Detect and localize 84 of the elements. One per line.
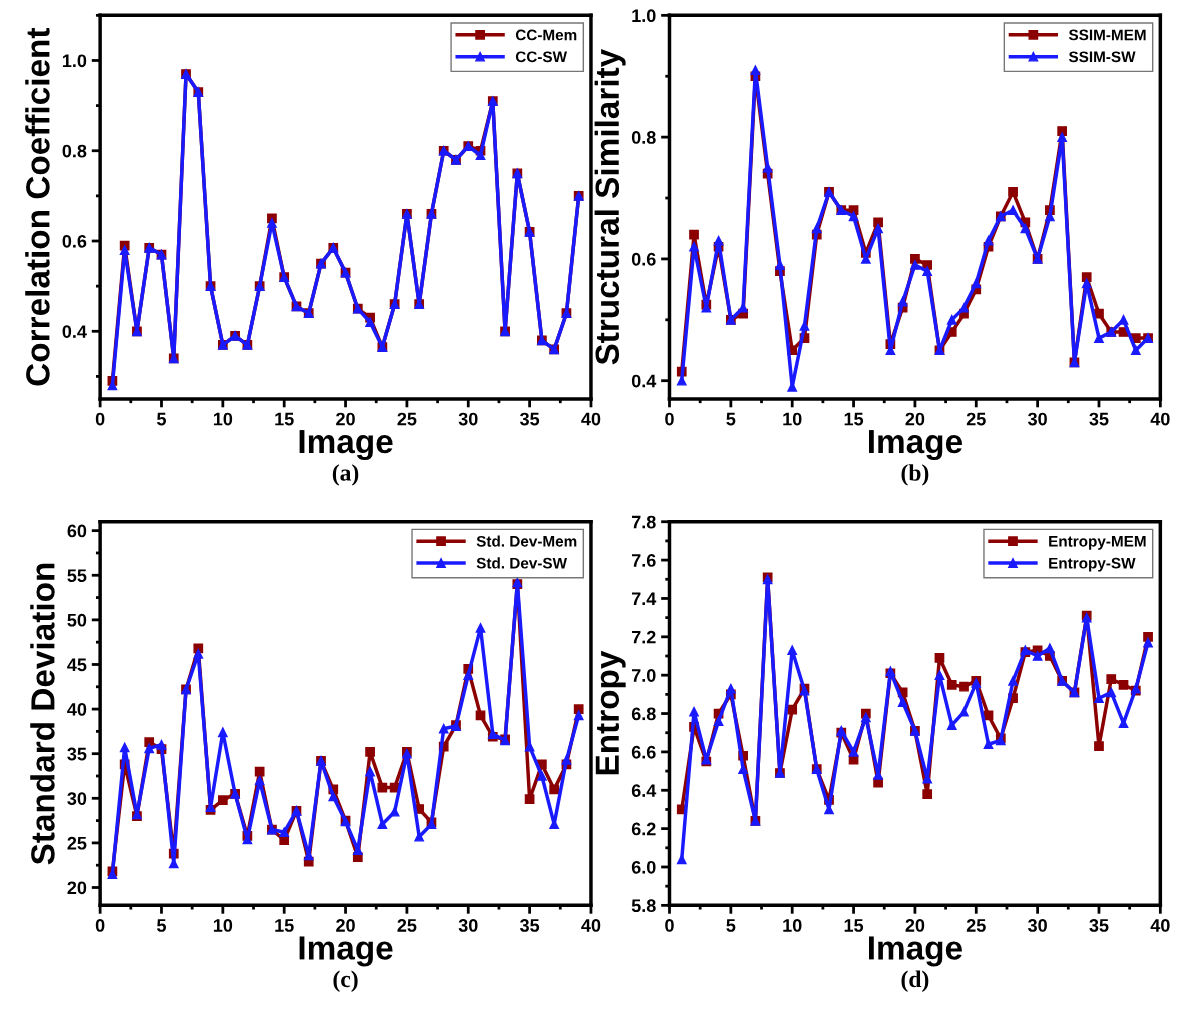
x-tick-label: 35 — [1089, 919, 1109, 932]
x-tick-label: 5 — [157, 412, 166, 426]
x-tick-label: 10 — [783, 919, 802, 932]
y-axis-title: Entropy — [595, 650, 626, 775]
y-tick-label: 0.8 — [62, 144, 87, 158]
x-tick-label: 0 — [665, 412, 674, 426]
y-tick-label: 40 — [67, 703, 87, 716]
y-tick-label: 6.2 — [631, 822, 656, 836]
y-tick-label: 30 — [67, 792, 87, 806]
x-tick-label: 10 — [213, 919, 233, 932]
y-tick-label: 7.0 — [631, 669, 656, 682]
legend-label: CC-SW — [515, 51, 567, 63]
y-tick-label: 60 — [67, 524, 87, 538]
y-tick-label: 7.6 — [631, 554, 656, 567]
x-tick-label: 20 — [905, 412, 925, 426]
y-tick-label: 45 — [67, 658, 87, 672]
x-tick-label: 25 — [397, 412, 417, 426]
legend-label: CC-Mem — [515, 29, 577, 41]
x-tick-label: 30 — [1028, 412, 1047, 426]
x-axis-title: Image — [299, 430, 393, 461]
x-tick-label: 5 — [726, 412, 736, 426]
x-tick-label: 0 — [665, 919, 674, 932]
y-tick-label: 0.6 — [62, 234, 87, 248]
y-tick-label: 7.4 — [631, 592, 657, 605]
x-tick-label: 25 — [966, 412, 986, 426]
x-tick-label: 40 — [1150, 919, 1170, 932]
y-axis-title: Correlation Coefficient — [25, 27, 50, 386]
x-tick-label: 30 — [458, 919, 478, 932]
x-tick-label: 40 — [581, 412, 601, 426]
x-tick-label: 30 — [1028, 919, 1047, 932]
text: (a) — [332, 464, 359, 486]
legend-label: Entropy-MEM — [1049, 536, 1146, 550]
legend-label: Std. Dev-Mem — [476, 535, 577, 547]
y-tick-label: 25 — [67, 836, 87, 850]
y-tick-label: 6.0 — [631, 860, 656, 874]
x-tick-label: 0 — [95, 412, 105, 426]
x-tick-label: 35 — [1089, 412, 1109, 426]
y-tick-label: 35 — [67, 747, 87, 761]
legend-label: SSIM-SW — [1068, 51, 1136, 63]
x-tick-label: 5 — [726, 919, 736, 932]
y-tick-label: 1.0 — [632, 9, 656, 23]
x-tick-label: 15 — [275, 919, 294, 932]
text: (c) — [333, 970, 358, 992]
x-tick-label: 30 — [458, 412, 478, 426]
y-tick-label: 1.0 — [62, 54, 87, 68]
y-tick-label: 6.4 — [631, 784, 657, 797]
y-tick-label: 55 — [67, 569, 87, 582]
y-tick-label: 0.4 — [631, 374, 657, 388]
text: (d) — [901, 970, 929, 992]
y-tick-label: 0.4 — [62, 325, 87, 338]
legend-label: SSIM-MEM — [1068, 29, 1146, 41]
x-tick-label: 25 — [966, 919, 986, 932]
x-tick-label: 10 — [783, 412, 802, 426]
x-axis-title: Image — [868, 430, 962, 461]
text: (b) — [901, 464, 929, 486]
x-tick-label: 20 — [905, 919, 925, 932]
x-tick-label: 40 — [1150, 412, 1170, 426]
legend-label: Entropy-SW — [1049, 557, 1136, 572]
y-tick-label: 50 — [67, 613, 87, 627]
x-tick-label: 5 — [157, 919, 166, 932]
x-tick-label: 25 — [397, 919, 417, 932]
y-tick-label: 6.6 — [631, 745, 656, 759]
x-axis-title: Image — [299, 936, 393, 967]
y-tick-label: 20 — [67, 881, 87, 895]
x-tick-label: 15 — [844, 919, 864, 932]
x-tick-label: 15 — [844, 412, 864, 426]
legend-label: Std. Dev-SW — [476, 557, 567, 569]
x-tick-label: 20 — [336, 919, 355, 932]
x-tick-label: 35 — [519, 919, 540, 932]
y-axis-title: Standard Deviation — [30, 563, 55, 865]
y-tick-label: 5.8 — [631, 899, 656, 913]
y-axis-title: Structural Similarity — [594, 48, 626, 365]
y-tick-label: 0.8 — [631, 131, 656, 144]
y-tick-label: 7.8 — [631, 515, 656, 529]
x-axis-title: Image — [868, 936, 962, 967]
x-tick-label: 20 — [336, 412, 355, 426]
x-tick-label: 35 — [519, 412, 540, 426]
y-tick-label: 7.2 — [631, 630, 656, 644]
y-tick-label: 0.6 — [631, 252, 656, 266]
x-tick-label: 0 — [95, 919, 105, 932]
x-tick-label: 40 — [581, 919, 601, 932]
x-tick-label: 10 — [213, 412, 233, 426]
y-tick-label: 6.8 — [631, 707, 656, 721]
x-tick-label: 15 — [275, 412, 294, 426]
